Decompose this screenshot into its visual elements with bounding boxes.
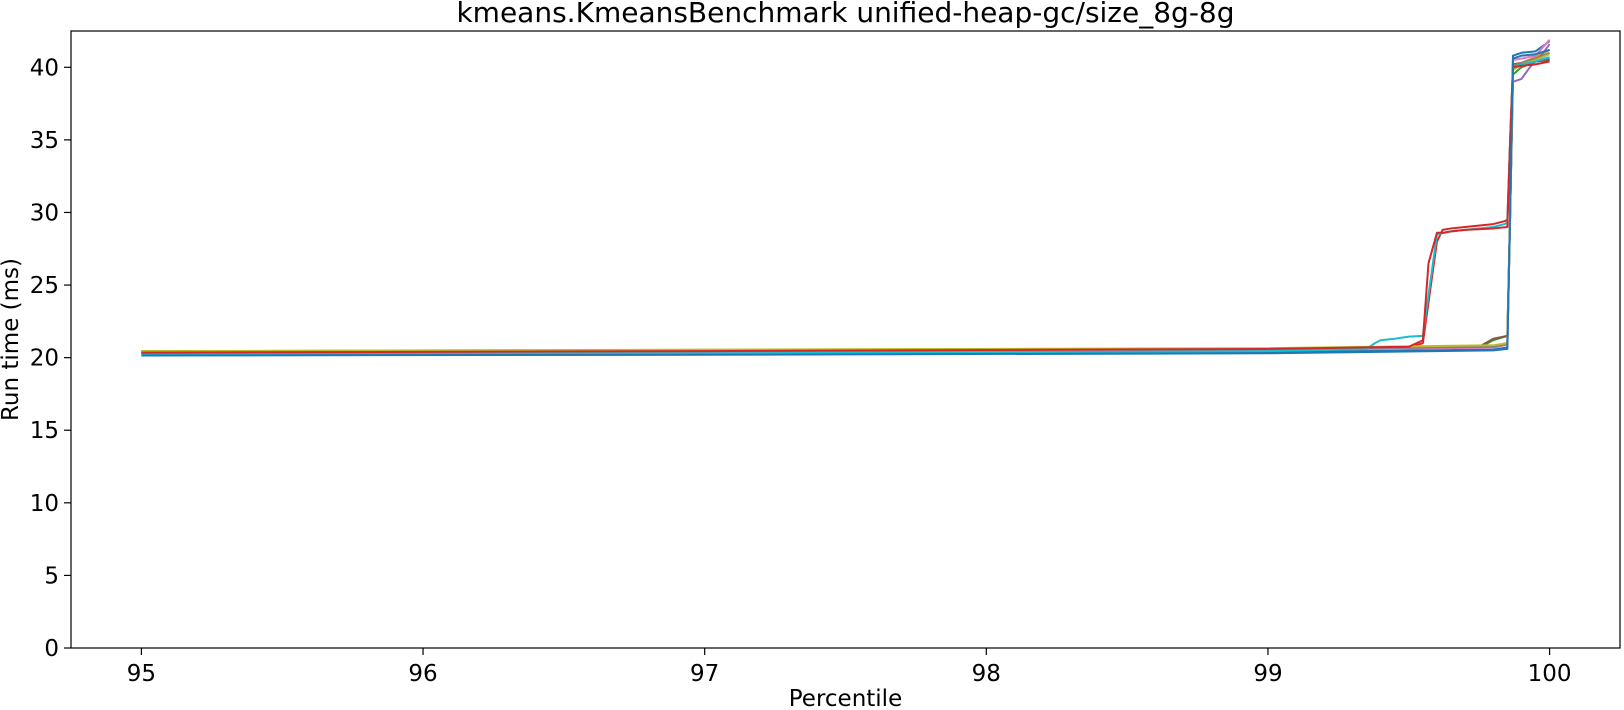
series-line-4 [141, 59, 1550, 355]
y-tick-label: 40 [30, 55, 59, 81]
series-line-11 [141, 60, 1550, 354]
x-tick-label: 99 [1253, 661, 1282, 687]
y-tick-label: 15 [30, 418, 59, 444]
series-line-3 [141, 57, 1550, 353]
y-tick-label: 35 [30, 128, 59, 154]
x-axis: 95 96 97 98 99 100 [127, 648, 1572, 687]
series-line-5 [141, 43, 1551, 354]
y-tick-label: 30 [30, 200, 59, 226]
series-line-7 [141, 39, 1551, 355]
series-line-8 [141, 51, 1550, 353]
y-tick-label: 5 [44, 563, 59, 589]
series-layer [141, 39, 1551, 357]
chart-title: kmeans.KmeansBenchmark unified-heap-gc/s… [456, 0, 1234, 29]
y-axis: 0 5 10 15 20 25 30 35 40 [30, 55, 71, 662]
x-axis-label: Percentile [789, 686, 902, 710]
series-line-9 [141, 53, 1550, 353]
series-line-1 [141, 40, 1551, 356]
y-tick-label: 0 [44, 636, 59, 662]
y-tick-label: 10 [30, 491, 59, 517]
y-tick-label: 25 [30, 273, 59, 299]
y-axis-label: Run time (ms) [0, 258, 24, 421]
y-tick-label: 20 [30, 346, 59, 372]
series-line-10 [141, 56, 1550, 356]
x-tick-label: 97 [690, 661, 719, 687]
x-tick-label: 95 [127, 661, 156, 687]
x-tick-label: 98 [972, 661, 1001, 687]
plot-frame [70, 30, 1621, 649]
x-tick-label: 100 [1528, 661, 1572, 687]
series-line-2 [141, 48, 1551, 353]
series-line-6 [141, 59, 1550, 353]
series-line-12 [141, 48, 1550, 357]
x-tick-label: 96 [408, 661, 437, 687]
